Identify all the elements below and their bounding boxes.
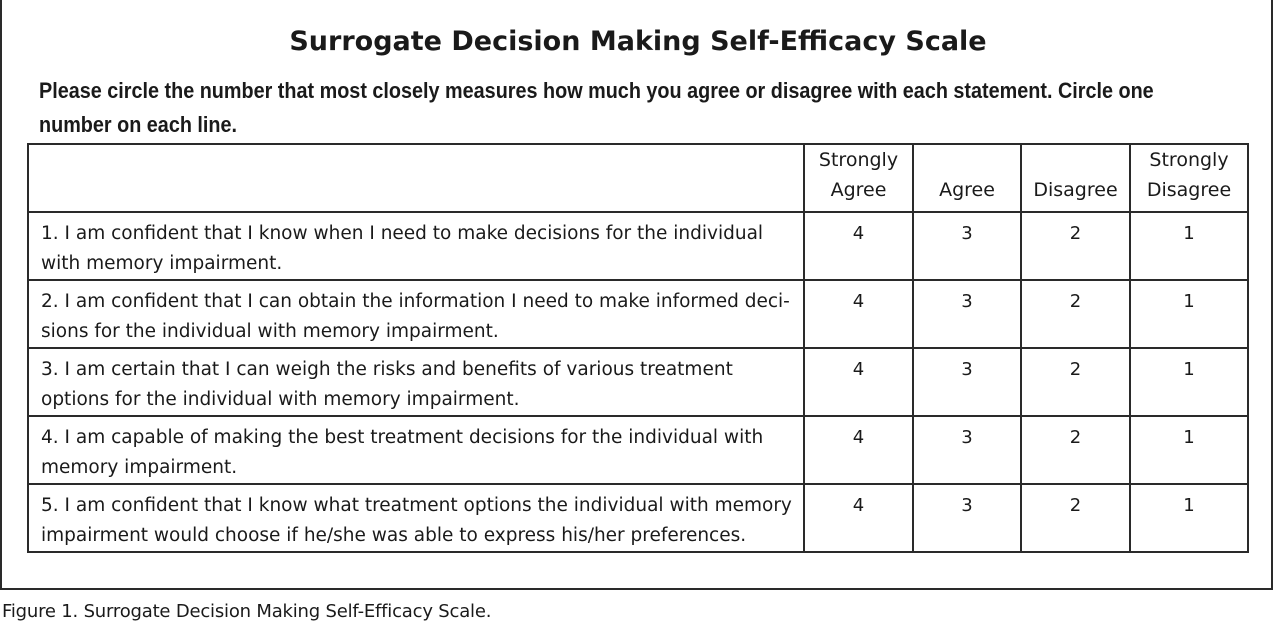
statement-cell: 4. I am capable of making the best treat… [27, 415, 805, 485]
rating-option[interactable]: 3 [912, 347, 1022, 417]
statement-cell: 2. I am confident that I can obtain the … [27, 279, 805, 349]
header-strongly-disagree: Strongly Disagree [1129, 143, 1249, 213]
header-strongly-agree: Strongly Agree [803, 143, 914, 213]
rating-option[interactable]: 4 [803, 483, 914, 553]
header-strongly-disagree-label: Strongly Disagree [1146, 149, 1232, 201]
rating-option[interactable]: 3 [912, 483, 1022, 553]
rating-option[interactable]: 2 [1020, 483, 1131, 553]
scale-title: Surrogate Decision Making Self-Efficacy … [289, 26, 987, 57]
rating-option[interactable]: 1 [1129, 279, 1249, 349]
table-header-row: Strongly Agree Agree Disagree Strongly D… [27, 143, 1249, 213]
scale-table: Strongly Agree Agree Disagree Strongly D… [27, 143, 1249, 553]
header-agree-label: Agree [939, 179, 995, 201]
instructions-text: Please circle the number that most close… [39, 78, 1154, 137]
header-agree: Agree [912, 143, 1022, 213]
rating-option[interactable]: 4 [803, 211, 914, 281]
table-row: 5. I am confident that I know what treat… [27, 483, 1249, 553]
rating-option[interactable]: 4 [803, 347, 914, 417]
rating-option[interactable]: 3 [912, 415, 1022, 485]
statement-cell: 5. I am confident that I know what treat… [27, 483, 805, 553]
rating-option[interactable]: 2 [1020, 415, 1131, 485]
header-disagree: Disagree [1020, 143, 1131, 213]
rating-option[interactable]: 3 [912, 279, 1022, 349]
statement-cell: 3. I am certain that I can weigh the ris… [27, 347, 805, 417]
table-row: 3. I am certain that I can weigh the ris… [27, 347, 1249, 417]
rating-option[interactable]: 4 [803, 415, 914, 485]
rating-option[interactable]: 1 [1129, 211, 1249, 281]
figure-caption: Figure 1. Surrogate Decision Making Self… [2, 601, 492, 622]
rating-option[interactable]: 1 [1129, 347, 1249, 417]
statement-cell: 1. I am confident that I know when I nee… [27, 211, 805, 281]
figure-frame [0, 0, 1273, 590]
rating-option[interactable]: 2 [1020, 347, 1131, 417]
rating-option[interactable]: 4 [803, 279, 914, 349]
table-row: 2. I am confident that I can obtain the … [27, 279, 1249, 349]
rating-option[interactable]: 3 [912, 211, 1022, 281]
table-row: 1. I am confident that I know when I nee… [27, 211, 1249, 281]
rating-option[interactable]: 2 [1020, 279, 1131, 349]
table-row: 4. I am capable of making the best treat… [27, 415, 1249, 485]
header-disagree-label: Disagree [1033, 179, 1118, 201]
rating-option[interactable]: 2 [1020, 211, 1131, 281]
rating-option[interactable]: 1 [1129, 483, 1249, 553]
rating-option[interactable]: 1 [1129, 415, 1249, 485]
header-strongly-agree-label: Strongly Agree [818, 149, 899, 201]
header-statement [27, 143, 805, 213]
